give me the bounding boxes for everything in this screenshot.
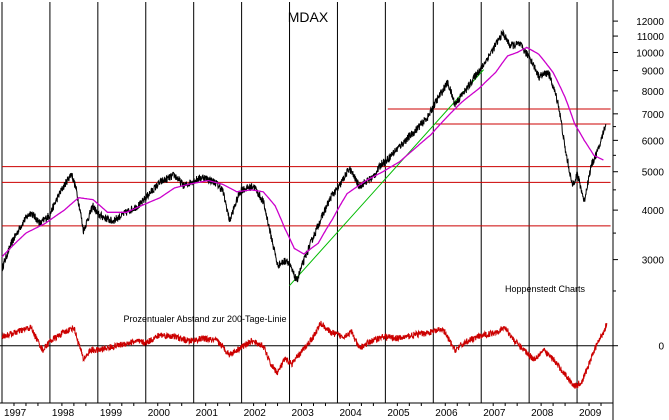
year-tick-label: 2008 — [531, 408, 554, 419]
upper-series — [1, 28, 607, 283]
year-tick-label: 2007 — [483, 408, 506, 419]
y-tick-label: 5000 — [642, 168, 665, 179]
year-tick-label: 2004 — [339, 408, 362, 419]
year-tick-label: 2002 — [244, 408, 267, 419]
y-tick-label: 12000 — [636, 17, 664, 28]
trend-lines — [289, 69, 484, 286]
year-tick-label: 2005 — [387, 408, 410, 419]
y-tick-label: 9000 — [642, 67, 665, 78]
year-tick-label: 1997 — [4, 408, 27, 419]
moving-average-200-line — [1, 46, 604, 258]
year-tick-label: 2003 — [292, 408, 315, 419]
lower-panel — [0, 320, 613, 389]
year-tick-label: 2000 — [148, 408, 171, 419]
y-tick-label: 3000 — [642, 256, 665, 267]
y-tick-label: 11000 — [637, 32, 665, 43]
chart-title: MDAX — [288, 9, 329, 25]
y-tick-label: 4000 — [642, 206, 665, 217]
source-note: Hoppenstedt Charts — [505, 284, 586, 294]
year-tick-label: 1999 — [100, 408, 123, 419]
y-tick-label: 8000 — [642, 87, 665, 98]
year-tick-label: 2001 — [196, 408, 219, 419]
percent-distance-line — [1, 320, 608, 389]
resistance-lines — [2, 108, 611, 227]
year-tick-label: 2006 — [435, 408, 458, 419]
y-tick-label: 10000 — [636, 48, 664, 59]
y-tick-label: 7000 — [642, 110, 665, 121]
lower-y-tick-label: 0 — [658, 342, 664, 353]
y-tick-label: 6000 — [642, 136, 665, 147]
lower-ylabel: Prozentualer Abstand zur 200-Tage-Linie — [123, 314, 286, 324]
year-tick-label: 2009 — [579, 408, 602, 419]
year-tick-label: 1998 — [52, 408, 75, 419]
support-trendline — [289, 69, 484, 286]
mdax-price-line — [1, 28, 607, 283]
